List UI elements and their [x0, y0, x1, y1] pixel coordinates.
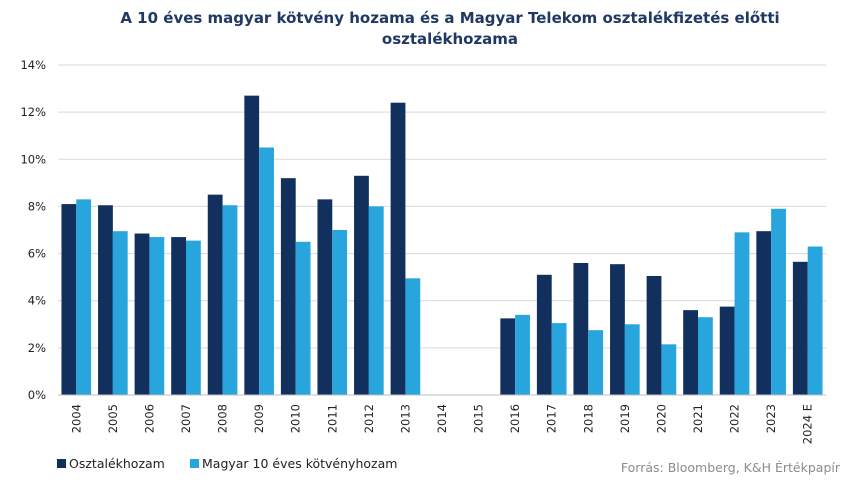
bar-kotvenyhozam-2006	[149, 237, 165, 395]
bar-kotvenyhozam-2010	[295, 241, 311, 395]
y-tick-label: 14%	[20, 58, 46, 72]
chart-title-line-1: A 10 éves magyar kötvény hozama és a Mag…	[120, 9, 779, 27]
legend-swatch-osztalekhozam	[57, 459, 66, 468]
legend-swatch-kotvenyhozam	[190, 459, 199, 468]
bar-osztalekhozam-2019	[610, 264, 625, 395]
bar-osztalekhozam-2018	[573, 263, 589, 395]
bar-kotvenyhozam-2007	[186, 240, 201, 395]
x-tick-label: 2008	[216, 404, 230, 433]
y-tick-label: 6%	[28, 247, 46, 261]
bar-osztalekhozam-2011	[317, 199, 333, 395]
x-tick-label: 2007	[179, 404, 193, 433]
x-tick-label: 2015	[472, 404, 486, 433]
bar-kotvenyhozam-2004	[76, 199, 92, 395]
x-tick-label: 2011	[325, 404, 339, 433]
legend-label-osztalekhozam: Osztalékhozam	[69, 456, 165, 471]
bar-kotvenyhozam-2022	[734, 232, 750, 395]
bar-kotvenyhozam-2020	[661, 344, 677, 395]
bar-osztalekhozam-2009	[244, 95, 260, 395]
y-tick-label: 12%	[20, 105, 46, 119]
bar-osztalekhozam-2020	[646, 275, 662, 395]
bar-osztalekhozam-2008	[207, 194, 223, 395]
source-note: Forrás: Bloomberg, K&H Értékpapír	[621, 460, 841, 475]
bar-kotvenyhozam-2021	[698, 317, 713, 395]
bar-osztalekhozam-2013	[390, 102, 406, 396]
bar-osztalekhozam-2017	[536, 274, 552, 395]
y-tick-label: 2%	[28, 341, 46, 355]
bar-osztalekhozam-2004	[61, 204, 77, 395]
x-tick-label: 2023	[764, 404, 778, 433]
x-tick-label: 2013	[398, 404, 412, 433]
bar-kotvenyhozam-2008	[222, 205, 238, 395]
x-tick-label: 2022	[728, 404, 742, 433]
chart-title: A 10 éves magyar kötvény hozama és a Mag…	[120, 9, 779, 48]
x-tick-label: 2017	[545, 404, 559, 433]
bar-osztalekhozam-2022	[719, 306, 735, 395]
x-tick-label: 2019	[618, 404, 632, 433]
x-tick-label: 2020	[654, 404, 668, 433]
bar-osztalekhozam-2024-E	[792, 261, 808, 395]
x-tick-label: 2009	[252, 404, 266, 433]
chart-title-line-2: osztalékhozama	[382, 30, 518, 48]
bar-osztalekhozam-2007	[171, 237, 186, 395]
bar-kotvenyhozam-2019	[624, 324, 640, 395]
x-tick-label: 2018	[581, 404, 595, 433]
y-tick-label: 8%	[28, 199, 46, 213]
x-tick-label: 2004	[69, 404, 83, 433]
x-tick-label: 2014	[435, 404, 449, 433]
y-tick-label: 4%	[28, 294, 46, 308]
bar-kotvenyhozam-2011	[332, 230, 348, 395]
bar-kotvenyhozam-2009	[259, 147, 274, 395]
bar-kotvenyhozam-2016	[515, 314, 530, 395]
bars	[61, 95, 823, 396]
x-tick-label: 2021	[691, 404, 705, 433]
y-tick-label: 10%	[20, 152, 46, 166]
bar-osztalekhozam-2016	[500, 318, 516, 395]
bar-kotvenyhozam-2024-E	[807, 246, 823, 395]
bar-osztalekhozam-2021	[683, 310, 698, 395]
bar-kotvenyhozam-2005	[112, 231, 128, 395]
x-tick-label: 2016	[508, 404, 522, 433]
bar-osztalekhozam-2023	[756, 231, 772, 395]
x-tick-label: 2012	[362, 404, 376, 433]
x-axis-categories: 2004 2005 2006 2007 2008 2009 2010 2011 2012 2013…	[69, 404, 814, 444]
y-tick-label: 0%	[28, 388, 46, 402]
bar-osztalekhozam-2005	[98, 205, 113, 395]
bar-kotvenyhozam-2017	[551, 323, 567, 395]
x-tick-label: 2005	[106, 404, 120, 433]
y-axis-ticks: 0% 2% 4% 6% 8% 10% 12% 14%	[20, 58, 46, 402]
bar-kotvenyhozam-2023	[771, 208, 786, 395]
bar-kotvenyhozam-2013	[405, 278, 421, 395]
bar-osztalekhozam-2006	[134, 233, 150, 395]
x-tick-label: 2024 E	[801, 404, 815, 444]
bar-osztalekhozam-2010	[280, 178, 296, 395]
bar-kotvenyhozam-2012	[368, 206, 384, 395]
x-tick-label: 2010	[289, 404, 303, 433]
bar-kotvenyhozam-2018	[588, 330, 604, 395]
bar-osztalekhozam-2012	[354, 175, 369, 395]
legend-label-kotvenyhozam: Magyar 10 éves kötvényhozam	[202, 456, 397, 471]
x-tick-label: 2006	[142, 404, 156, 433]
legend: Osztalékhozam Magyar 10 éves kötvényhoza…	[57, 456, 397, 471]
